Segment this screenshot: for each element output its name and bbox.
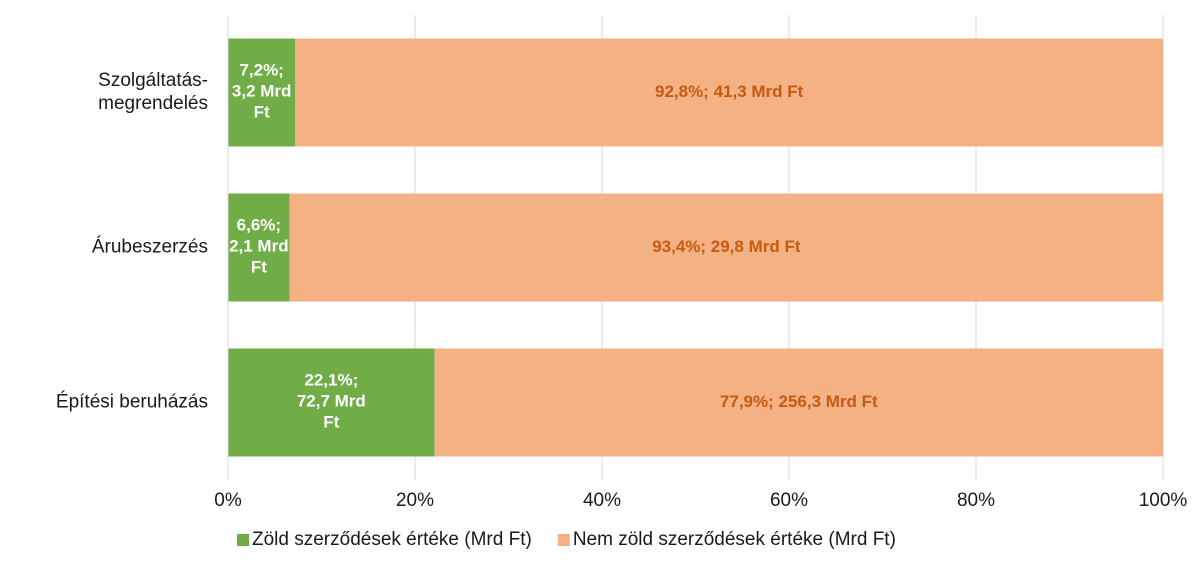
data-label: 92,8%; 41,3 Mrd Ft bbox=[655, 82, 804, 101]
bar-segment bbox=[434, 348, 1163, 457]
bar-segment bbox=[228, 38, 296, 147]
x-tick-label: 100% bbox=[1139, 490, 1188, 511]
y-tick-label: Árubeszerzés bbox=[92, 237, 208, 258]
data-label: 6,6%; 2,1 Mrd Ft bbox=[229, 216, 289, 277]
data-label: 77,9%; 256,3 Mrd Ft bbox=[720, 392, 878, 411]
data-label: 22,1%; 72,7 Mrd Ft bbox=[297, 371, 366, 432]
data-label: 93,4%; 29,8 Mrd Ft bbox=[652, 237, 801, 256]
x-tick-label: 0% bbox=[214, 490, 242, 511]
x-tick-label: 20% bbox=[396, 490, 434, 511]
legend-label: Nem zöld szerződések értéke (Mrd Ft) bbox=[573, 529, 896, 550]
bar-segment bbox=[228, 193, 290, 302]
bar-segment bbox=[228, 348, 435, 457]
y-tick-label: Szolgáltatás-megrendelés bbox=[98, 70, 208, 114]
bar-segment bbox=[295, 38, 1163, 147]
bar-segment bbox=[289, 193, 1164, 302]
x-tick-label: 80% bbox=[957, 490, 995, 511]
legend-label: Zöld szerződések értéke (Mrd Ft) bbox=[252, 529, 532, 550]
x-tick-label: 40% bbox=[583, 490, 621, 511]
x-tick-label: 60% bbox=[770, 490, 808, 511]
legend-swatch bbox=[237, 534, 249, 546]
legend-swatch bbox=[557, 534, 570, 546]
y-tick-label: Építési beruházás bbox=[56, 392, 208, 413]
data-label: 7,2%; 3,2 Mrd Ft bbox=[232, 61, 292, 122]
